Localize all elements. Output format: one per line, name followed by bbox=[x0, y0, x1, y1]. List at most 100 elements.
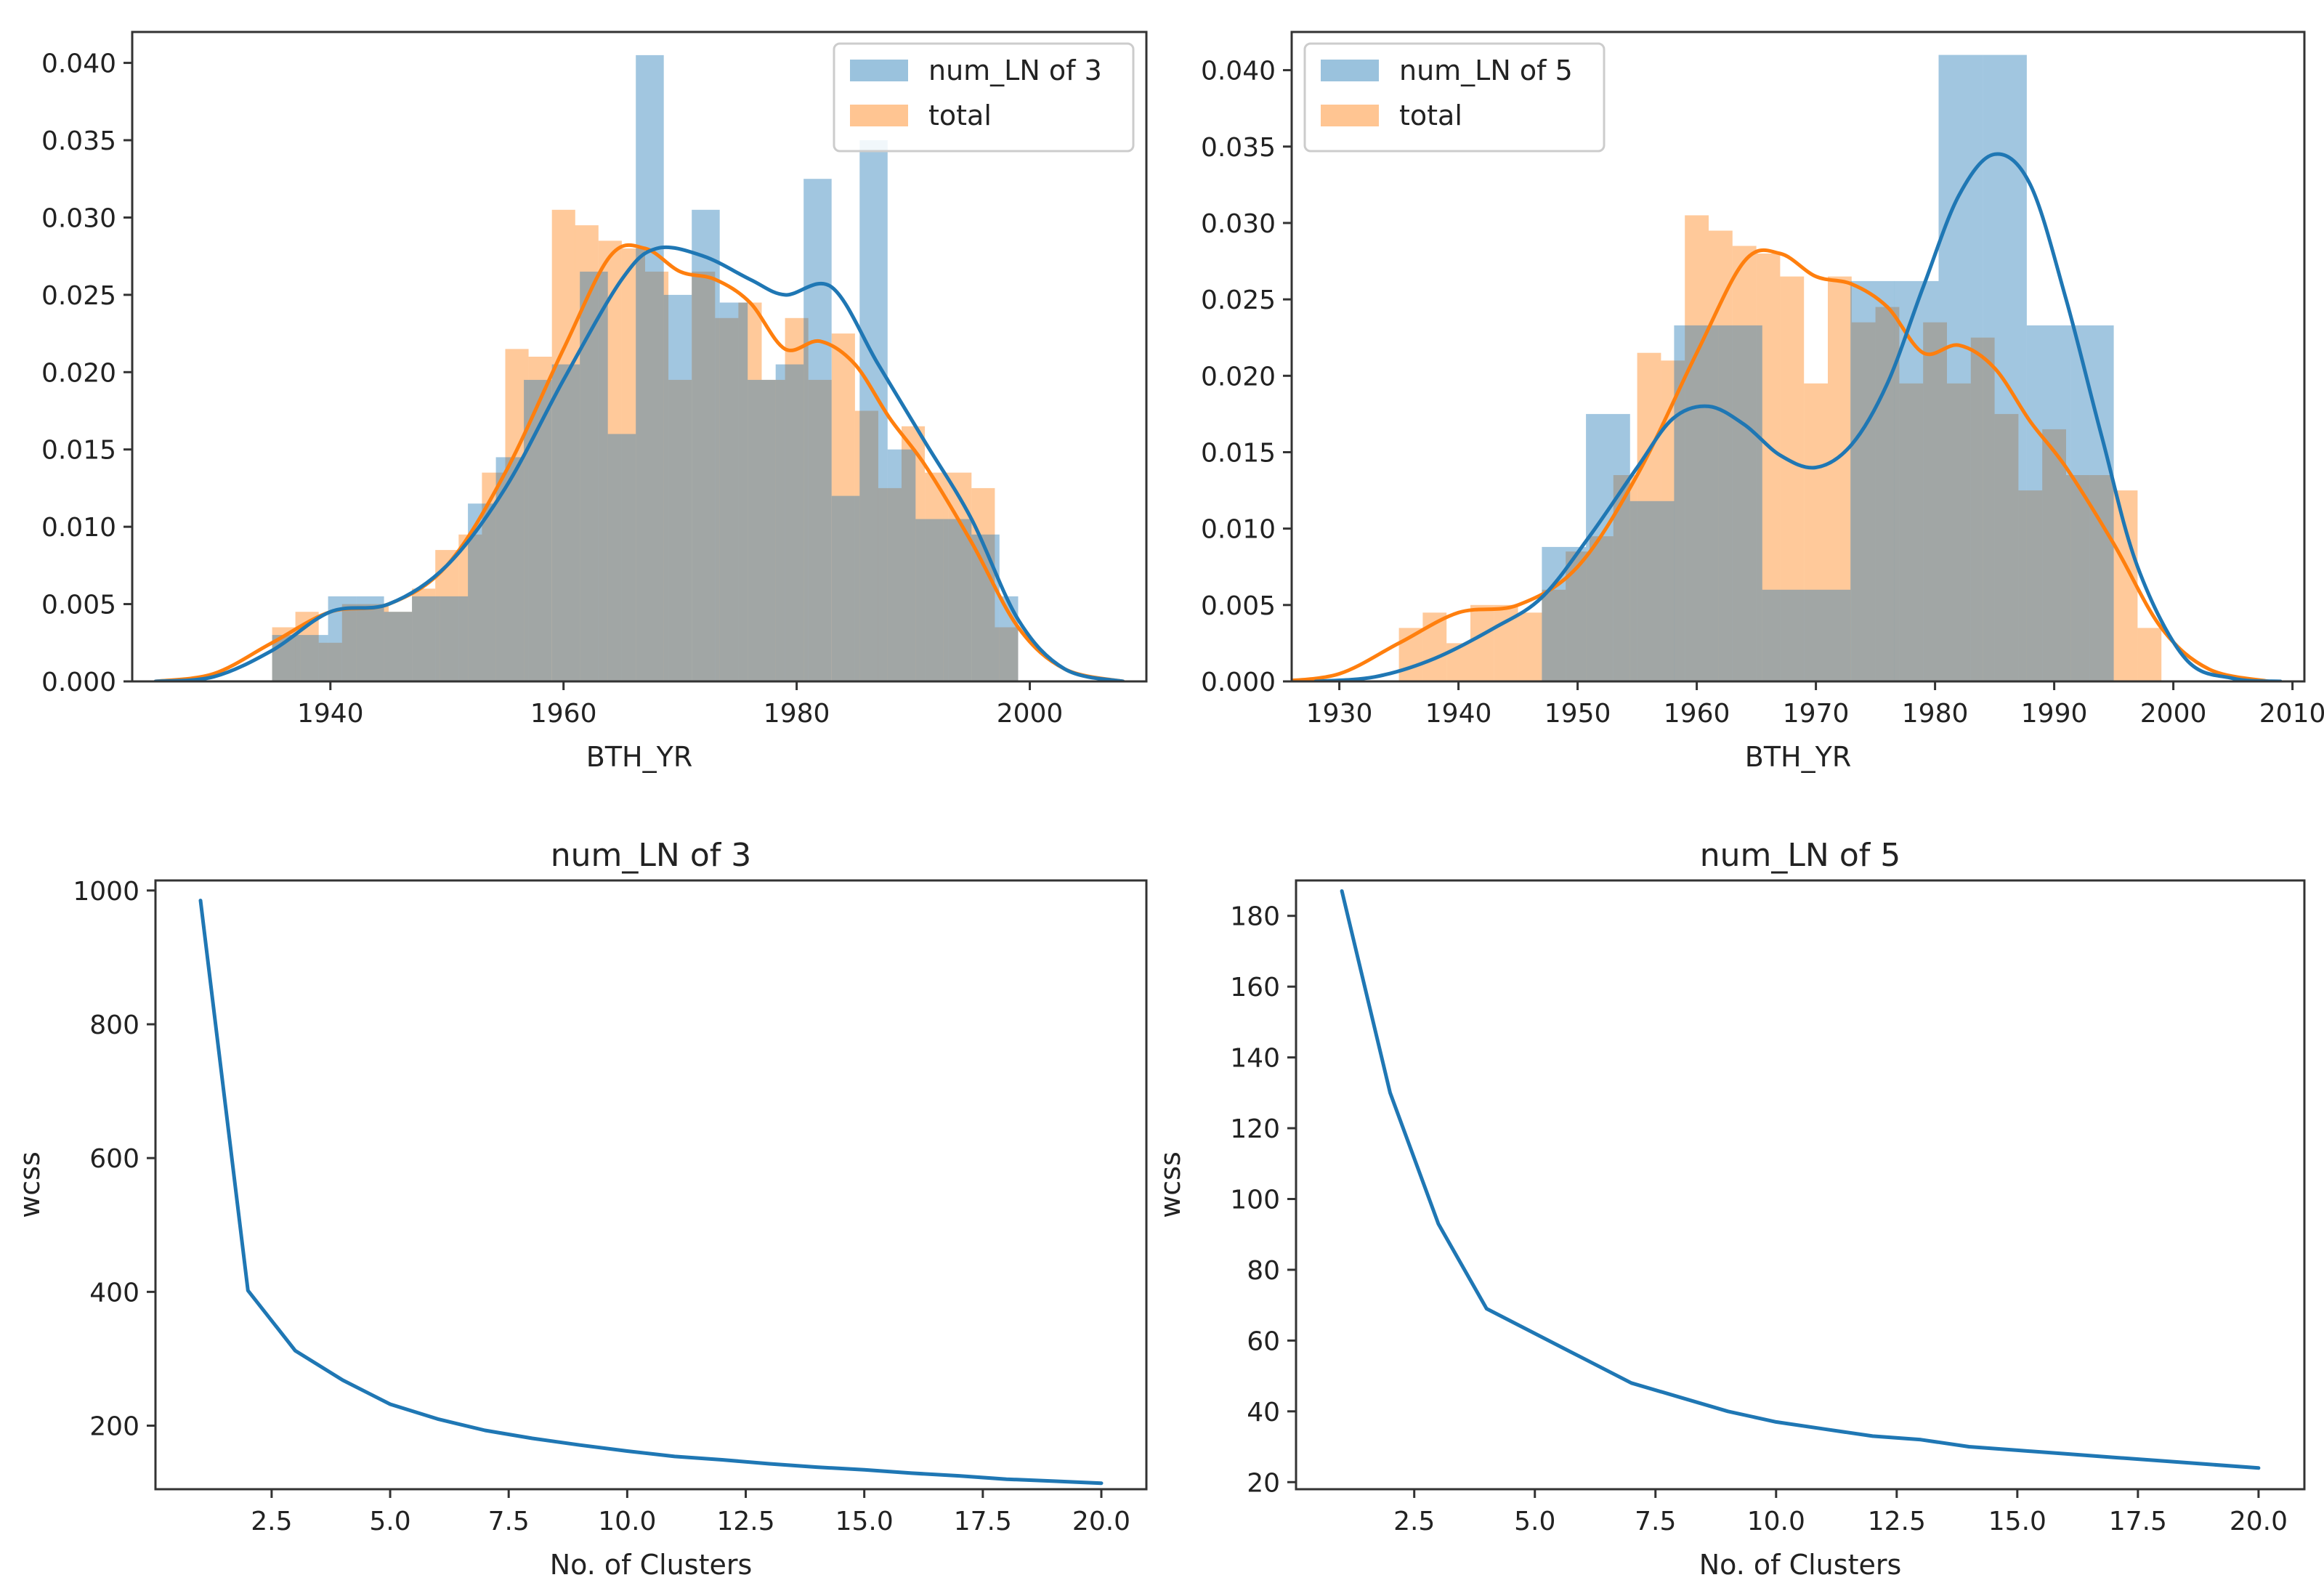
hist-bar-total-21 bbox=[761, 379, 785, 681]
y-tick-label: 200 bbox=[89, 1412, 139, 1442]
histogram-num-ln-5: 1930 1940 1950 1960 1970 1980 1990 2000 2010 0.00… bbox=[1201, 31, 2324, 773]
hist-bar-num-ln-of-3-1 bbox=[300, 635, 328, 681]
y-tick-label: 0.020 bbox=[41, 358, 116, 388]
hist-bar-total-5 bbox=[1518, 612, 1542, 681]
x-tick-label: 1960 bbox=[1664, 699, 1730, 729]
density-curve-num-ln-of-3 bbox=[153, 245, 1125, 681]
hist-bar-num-ln-of-3-6 bbox=[440, 596, 469, 681]
hist-bar-total-31 bbox=[995, 627, 1019, 681]
hist-bar-total-30 bbox=[971, 487, 995, 681]
plot-content bbox=[1292, 54, 2283, 681]
axis-ticks: 2.5 5.0 7.5 10.0 12.5 15.0 17.5 20.0 20 40 60 80 100… bbox=[1230, 902, 2288, 1536]
hist-bar-total-31 bbox=[2137, 628, 2162, 681]
hist-bar-total-22 bbox=[1923, 322, 1947, 681]
hist-bar-num-ln-of-3-19 bbox=[803, 179, 832, 681]
x-axis-label: No. of Clusters bbox=[550, 1549, 753, 1581]
y-tick-label: 160 bbox=[1230, 973, 1280, 1002]
hist-bar-total-28 bbox=[925, 472, 949, 681]
x-tick-label: 5.0 bbox=[1514, 1507, 1555, 1536]
legend-label-total: total bbox=[1399, 100, 1462, 131]
wcss-line bbox=[198, 899, 1104, 1486]
x-tick-label: 1940 bbox=[297, 699, 364, 729]
hist-bar-num-ln-of-5-2 bbox=[1629, 501, 1675, 681]
hist-bar-num-ln-of-3-12 bbox=[607, 434, 636, 681]
axes-frame bbox=[1295, 879, 2306, 1491]
y-tick-label: 40 bbox=[1247, 1398, 1280, 1427]
x-tick-label: 1930 bbox=[1306, 699, 1373, 729]
y-tick-label: 120 bbox=[1230, 1114, 1280, 1144]
hist-bar-total-17 bbox=[1804, 383, 1828, 681]
x-tick-label: 2010 bbox=[2259, 699, 2324, 729]
x-tick-label: 1970 bbox=[1783, 699, 1850, 729]
x-tick-label: 12.5 bbox=[716, 1507, 774, 1536]
x-tick-label: 2000 bbox=[997, 699, 1064, 729]
hist-bar-total-8 bbox=[458, 534, 482, 681]
legend: num_LN of 5 total bbox=[1303, 42, 1606, 153]
x-axis-label: BTH_YR bbox=[1745, 741, 1851, 773]
wcss-line bbox=[1340, 889, 2261, 1470]
y-tick-label: 20 bbox=[1247, 1468, 1280, 1498]
axes-frame bbox=[1290, 31, 2306, 683]
y-tick-label: 180 bbox=[1230, 902, 1280, 932]
hist-bar-total-24 bbox=[1970, 337, 1995, 681]
hist-bar-num-ln-of-5-5 bbox=[1762, 589, 1807, 681]
hist-bar-num-ln-of-3-18 bbox=[775, 364, 804, 681]
hist-bar-total-23 bbox=[1947, 383, 1971, 681]
hist-bar-total-6 bbox=[412, 588, 436, 681]
x-tick-label: 10.0 bbox=[598, 1507, 656, 1536]
x-axis-label: BTH_YR bbox=[586, 741, 692, 773]
axis-ticks: 1930 1940 1950 1960 1970 1980 1990 2000 2010 0.00… bbox=[1201, 57, 2324, 729]
axis-ticks: 1940 1960 1980 2000 0.000 0.005 0.010 0.015 0.02… bbox=[41, 49, 1063, 729]
x-tick-label: 1980 bbox=[1902, 699, 1969, 729]
y-tick-label: 0.035 bbox=[1201, 133, 1276, 163]
y-tick-label: 600 bbox=[89, 1144, 139, 1174]
hist-bar-total-30 bbox=[2113, 490, 2138, 681]
hist-bar-total-3 bbox=[341, 604, 365, 681]
hist-bar-total-28 bbox=[2066, 475, 2090, 681]
hist-bar-num-ln-of-3-13 bbox=[636, 54, 664, 681]
histogram-num-ln-3: 1940 1960 1980 2000 0.000 0.005 0.010 0.015 0.02… bbox=[41, 31, 1148, 773]
elbow-chart-num-ln-5: 2.5 5.0 7.5 10.0 12.5 15.0 17.5 20.0 20 40 60 80 100… bbox=[1154, 837, 2306, 1581]
hist-bar-total-5 bbox=[389, 612, 413, 681]
y-tick-label: 1000 bbox=[73, 877, 139, 907]
hist-bar-total-2 bbox=[318, 642, 342, 681]
hist-bar-num-ln-of-3-4 bbox=[384, 612, 413, 681]
y-tick-label: 140 bbox=[1230, 1044, 1280, 1074]
x-tick-label: 7.5 bbox=[1635, 1507, 1676, 1536]
x-tick-label: 15.0 bbox=[1988, 1507, 2046, 1536]
hist-bar-total-26 bbox=[2018, 490, 2043, 681]
hist-bar-num-ln-of-3-10 bbox=[551, 364, 580, 681]
hist-bar-num-ln-of-3-24 bbox=[943, 519, 972, 681]
y-tick-label: 0.035 bbox=[41, 126, 116, 156]
hist-bar-total-14 bbox=[1732, 246, 1757, 681]
hist-bar-total-10 bbox=[505, 349, 529, 681]
plot-content bbox=[1340, 889, 2261, 1470]
y-tick-label: 0.010 bbox=[1201, 515, 1276, 545]
y-tick-label: 0.015 bbox=[41, 436, 116, 466]
y-tick-label: 0.040 bbox=[41, 49, 116, 79]
y-tick-label: 0.000 bbox=[41, 668, 116, 697]
hist-bar-num-ln-of-3-25 bbox=[971, 534, 1000, 681]
y-tick-label: 0.020 bbox=[1201, 362, 1276, 392]
chart-title: num_LN of 5 bbox=[1700, 837, 1900, 874]
hist-bar-num-ln-of-3-17 bbox=[748, 379, 776, 681]
y-tick-label: 0.025 bbox=[41, 281, 116, 311]
x-tick-label: 2000 bbox=[2140, 699, 2207, 729]
hist-bar-num-ln-of-5-7 bbox=[1850, 280, 1895, 681]
hist-bar-num-ln-of-3-14 bbox=[663, 294, 692, 681]
hist-bar-num-ln-of-5-10 bbox=[1983, 54, 2027, 681]
legend-box bbox=[1303, 42, 1606, 153]
y-tick-label: 0.000 bbox=[1201, 668, 1276, 697]
hist-bar-total-16 bbox=[645, 271, 669, 681]
x-axis-label: No. of Clusters bbox=[1699, 1549, 1902, 1581]
hist-bar-total-18 bbox=[1828, 276, 1852, 681]
x-tick-label: 1990 bbox=[2021, 699, 2088, 729]
y-tick-label: 80 bbox=[1247, 1256, 1280, 1286]
axis-ticks: 2.5 5.0 7.5 10.0 12.5 15.0 17.5 20.0 200 400 600 80… bbox=[73, 877, 1130, 1536]
hist-bar-total-16 bbox=[1780, 276, 1805, 681]
hist-bar-total-6 bbox=[1542, 589, 1566, 681]
hist-bar-num-ln-of-3-15 bbox=[692, 209, 720, 681]
hist-bar-total-12 bbox=[551, 209, 575, 681]
x-tick-label: 5.0 bbox=[369, 1507, 410, 1536]
